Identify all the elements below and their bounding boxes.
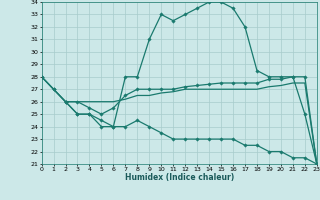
X-axis label: Humidex (Indice chaleur): Humidex (Indice chaleur)	[124, 173, 234, 182]
